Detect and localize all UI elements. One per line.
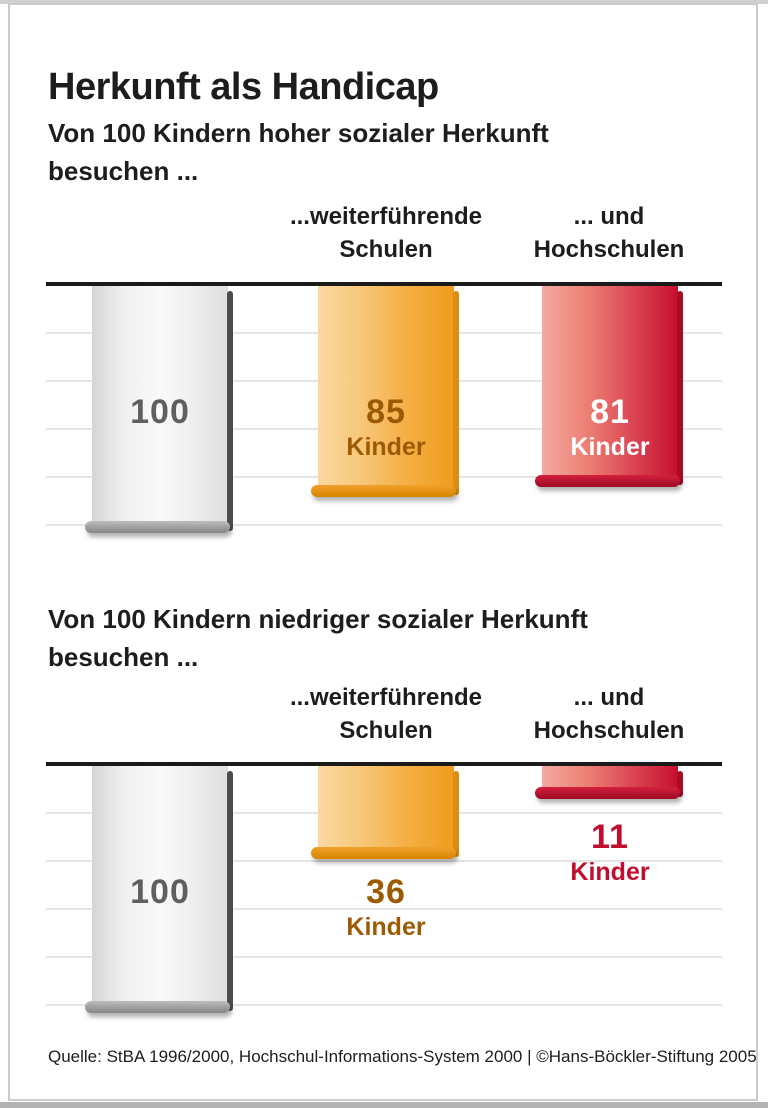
chart2-value-hochschulen: 11: [591, 818, 629, 856]
chart1-baseline: [46, 282, 722, 286]
chart2-col2-line2: Hochschulen: [533, 717, 685, 744]
chart2-value-total: 100: [130, 873, 190, 911]
chart2-subtitle: Von 100 Kindern niedriger sozialer Herku…: [48, 600, 588, 676]
chart2-bar-total: [85, 766, 233, 1013]
chart2-label-hochschulen: 11 Kinder: [542, 818, 678, 889]
gridline: [46, 860, 722, 862]
chart1-bar-hochschulen: [535, 286, 683, 487]
chart1-value-hochschulen: 81: [590, 393, 630, 431]
chart1-plot-area: 100 85 Kinder 81 Kinder: [46, 282, 722, 538]
gridline: [46, 908, 722, 910]
chart1-bar-schulen: [311, 286, 459, 497]
chart1-column-header-hochschulen: ... und Hochschulen: [479, 200, 739, 266]
chart2-unit-hochschulen: Kinder: [570, 858, 650, 886]
gridline: [46, 524, 722, 526]
chart1-column-header-schulen: ...weiterführende Schulen: [246, 200, 526, 266]
chart1-unit-hochschulen: Kinder: [570, 433, 650, 461]
chart1-col1-line2: Schulen: [339, 236, 433, 263]
chart1-col2-line2: Hochschulen: [533, 236, 685, 263]
chart2-plot-area: 100 36 Kinder 11 Kinder: [46, 762, 722, 1018]
chart1-value-schulen: 85: [366, 393, 406, 431]
chart2-label-total: 100: [92, 873, 228, 911]
page-title: Herkunft als Handicap: [48, 66, 439, 109]
chart2-col1-line2: Schulen: [339, 717, 433, 744]
chart1-subtitle: Von 100 Kindern hoher sozialer Herkunft …: [48, 114, 549, 190]
chart1-subtitle-line1: Von 100 Kindern hoher sozialer Herkunft: [48, 118, 549, 148]
chart1-subtitle-line2: besuchen ...: [48, 156, 199, 186]
frame-top-strip: [0, 0, 768, 4]
chart2-value-schulen: 36: [366, 873, 406, 911]
frame-bottom-strip: [0, 1102, 768, 1108]
chart2-bar-hochschulen: [535, 766, 683, 799]
chart1-value-total: 100: [130, 393, 190, 431]
gridline: [46, 1004, 722, 1006]
chart1-label-schulen: 85 Kinder: [318, 393, 454, 464]
chart2-label-schulen: 36 Kinder: [318, 873, 454, 944]
gridline: [46, 956, 722, 958]
chart2-column-header-schulen: ...weiterführende Schulen: [246, 681, 526, 747]
chart2-baseline: [46, 762, 722, 766]
chart2-subtitle-line2: besuchen ...: [48, 642, 199, 672]
chart1-unit-schulen: Kinder: [346, 433, 426, 461]
chart2-unit-schulen: Kinder: [346, 913, 426, 941]
chart2-col2-line1: ... und: [573, 684, 645, 711]
chart2-column-header-hochschulen: ... und Hochschulen: [479, 681, 739, 747]
source-credit: Quelle: StBA 1996/2000, Hochschul-Inform…: [48, 1047, 757, 1066]
chart1-label-total: 100: [92, 393, 228, 431]
chart1-label-hochschulen: 81 Kinder: [542, 393, 678, 464]
chart1-bar-total: [85, 286, 233, 533]
chart2-bar-schulen: [311, 766, 459, 859]
chart2-col1-line1: ...weiterführende: [289, 684, 483, 711]
chart2-subtitle-line1: Von 100 Kindern niedriger sozialer Herku…: [48, 604, 588, 634]
chart1-col2-line1: ... und: [573, 203, 645, 230]
chart1-col1-line1: ...weiterführende: [289, 203, 483, 230]
